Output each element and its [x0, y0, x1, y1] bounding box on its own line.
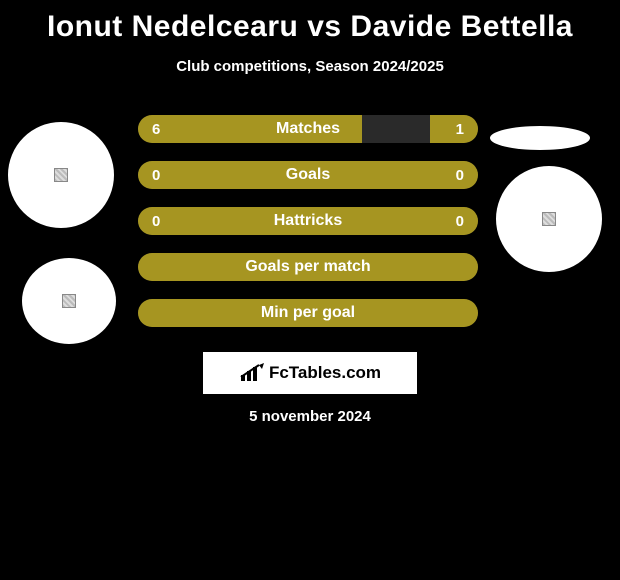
image-placeholder-icon — [54, 168, 68, 182]
stat-bar: Matches6 1 — [138, 115, 478, 143]
stat-value-left: 0 — [152, 167, 160, 184]
stat-label: Hattricks — [138, 212, 478, 230]
flag-ellipse — [490, 126, 590, 150]
stat-value-right: 0 — [456, 167, 464, 184]
player1-club-logo — [22, 258, 116, 344]
stat-value-left: 6 — [152, 121, 160, 138]
stat-label: Matches — [138, 120, 478, 138]
player1-headshot — [8, 122, 114, 228]
image-placeholder-icon — [62, 294, 76, 308]
stat-label: Goals — [138, 166, 478, 184]
stat-bars: Matches61Goals00Hattricks00Goals per mat… — [138, 115, 478, 345]
watermark: FcTables.com — [203, 352, 417, 394]
stat-label: Min per goal — [138, 304, 478, 322]
stat-bar: Hattricks0 0 — [138, 207, 478, 235]
player2-headshot — [496, 166, 602, 272]
bars-icon — [239, 363, 265, 383]
stat-value-right: 1 — [456, 121, 464, 138]
stat-label: Goals per match — [138, 258, 478, 276]
watermark-text: FcTables.com — [269, 363, 381, 383]
date-label: 5 november 2024 — [0, 408, 620, 425]
stat-value-left: 0 — [152, 213, 160, 230]
page-subtitle: Club competitions, Season 2024/2025 — [0, 58, 620, 75]
stat-bar: Min per goal — [138, 299, 478, 327]
page-title: Ionut Nedelcearu vs Davide Bettella — [0, 0, 620, 44]
stat-bar: Goals per match — [138, 253, 478, 281]
stat-bar: Goals0 0 — [138, 161, 478, 189]
image-placeholder-icon — [542, 212, 556, 226]
stat-value-right: 0 — [456, 213, 464, 230]
